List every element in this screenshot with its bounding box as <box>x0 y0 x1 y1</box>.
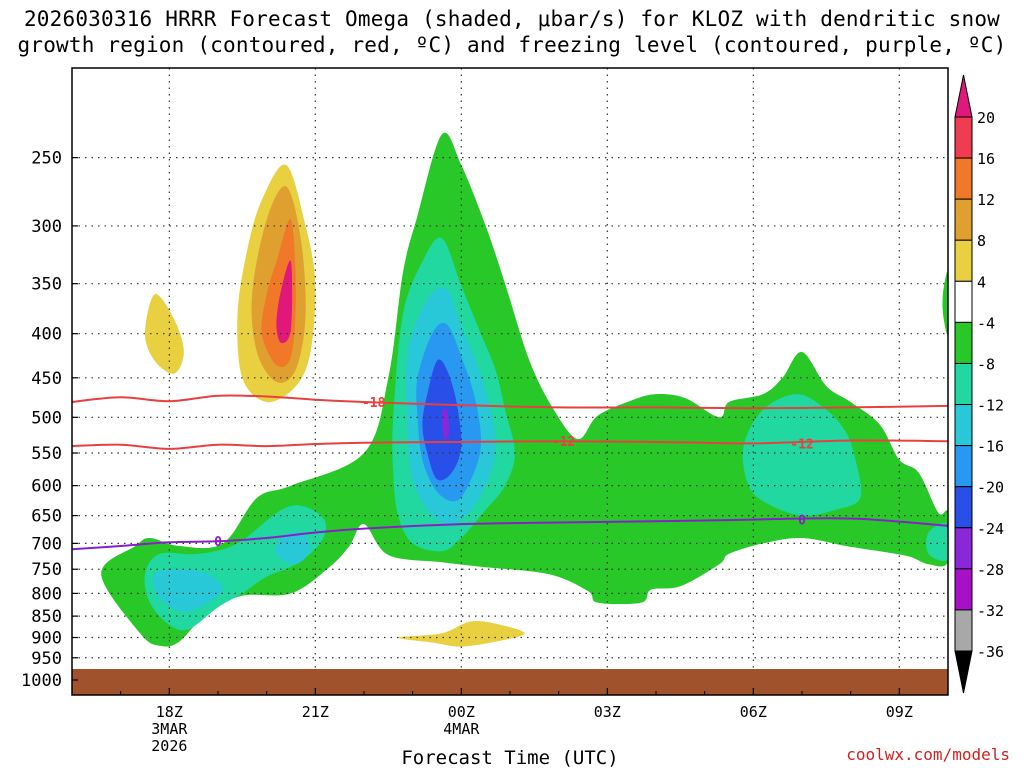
colorbar-label-7: -12 <box>977 397 1004 415</box>
colorbar-band-5 <box>954 321 973 364</box>
y-tick-label-700: 700 <box>31 534 62 554</box>
omega-shade-pos4-5 <box>931 598 948 618</box>
colorbar-label-1: 16 <box>977 150 995 168</box>
source-credit: coolwx.com/models <box>846 745 1010 764</box>
y-tick-label-450: 450 <box>31 369 62 389</box>
contour-label-3: 0 <box>214 535 222 550</box>
y-tick-label-600: 600 <box>31 477 62 497</box>
omega-shade-neg8-15 <box>742 394 862 516</box>
y-tick-label-950: 950 <box>31 649 62 669</box>
colorbar-band-2 <box>954 198 973 241</box>
colorbar-top-arrow <box>954 74 973 118</box>
y-axis: 2503003504004505005506006507007508008509… <box>21 149 78 691</box>
contour-label-2: -12 <box>790 437 813 452</box>
y-tick-label-750: 750 <box>31 560 62 580</box>
colorbar-label-0: 20 <box>977 109 995 127</box>
x-tick-label-30-0: 06Z <box>740 703 767 721</box>
y-tick-label-550: 550 <box>31 444 62 464</box>
x-tick-label-24-1: 4MAR <box>443 720 480 738</box>
colorbar-bottom-arrow <box>954 650 973 694</box>
colorbar-label-3: 8 <box>977 232 986 250</box>
omega-shade-neg12-19 <box>153 569 223 612</box>
omega-shade-pos4-3 <box>907 85 948 370</box>
colorbar-band-10 <box>954 527 973 570</box>
colorbar-label-10: -24 <box>977 520 1004 538</box>
contour-line-minus12 <box>72 439 948 450</box>
y-tick-label-250: 250 <box>31 149 62 169</box>
contour-line-0 <box>72 517 948 551</box>
colorbar-label-9: -20 <box>977 479 1004 497</box>
y-tick-label-900: 900 <box>31 629 62 649</box>
colorbar-band-0 <box>954 116 973 159</box>
contour-label-0: -18 <box>362 396 386 411</box>
omega-shade-neg24-23 <box>441 408 450 441</box>
omega-shade-pos4-1 <box>504 106 701 313</box>
colorbar-label-5: -4 <box>977 314 995 332</box>
contour-label-4: 0 <box>798 514 806 529</box>
omega-shading-layer <box>101 85 948 663</box>
colorbar: 20 16 12 8 4 -4 -8 -12 -16 -20 -24 -28 -32 -36 <box>954 74 1004 694</box>
colorbar-band-3 <box>954 239 973 282</box>
colorbar-band-8 <box>954 445 973 488</box>
y-tick-label-500: 500 <box>31 408 62 428</box>
contour-label-1: -12 <box>552 435 575 450</box>
x-tick-label-27-0: 03Z <box>594 703 621 721</box>
colorbar-band-1 <box>954 157 973 200</box>
y-tick-label-850: 850 <box>31 607 62 627</box>
contour-layer: -18 -12 -12 0 0 <box>72 394 948 551</box>
y-tick-label-350: 350 <box>31 275 62 295</box>
colorbar-band-7 <box>954 404 973 447</box>
omega-shade-neg12-20 <box>275 532 311 565</box>
y-tick-label-1000: 1000 <box>21 671 62 691</box>
colorbar-band-12 <box>954 609 973 652</box>
omega-shade-neg20-22 <box>422 359 462 481</box>
omega-shade-neg4-13 <box>942 271 948 336</box>
omega-shade-pos4-4 <box>859 261 895 310</box>
x-tick-label-18-2: 2026 <box>151 737 187 755</box>
x-axis-label: Forecast Time (UTC) <box>401 747 618 768</box>
x-tick-label-24-0: 00Z <box>448 703 475 721</box>
chart-title: 2026030316 HRRR Forecast Omega (shaded, … <box>0 6 1024 58</box>
colorbar-label-12: -32 <box>977 602 1004 620</box>
colorbar-label-13: -36 <box>977 643 1004 661</box>
chart-title-line-2: growth region (contoured, red, ºC) and f… <box>17 33 1007 57</box>
x-tick-label-21-0: 21Z <box>302 703 329 721</box>
x-tick-label-18-1: 3MAR <box>151 720 188 738</box>
y-tick-label-400: 400 <box>31 325 62 345</box>
x-tick-label-33-0: 09Z <box>886 703 913 721</box>
colorbar-band-6 <box>954 362 973 406</box>
colorbar-label-11: -28 <box>977 561 1004 579</box>
x-tick-label-18-0: 18Z <box>156 703 183 721</box>
colorbar-band-11 <box>954 568 973 611</box>
y-tick-label-800: 800 <box>31 584 62 604</box>
colorbar-band-9 <box>954 486 973 529</box>
omega-shade-neg8-17 <box>926 522 948 562</box>
colorbar-label-6: -8 <box>977 355 995 373</box>
colorbar-label-4: 4 <box>977 273 986 291</box>
colorbar-label-8: -16 <box>977 438 1004 456</box>
below-ground-band <box>72 669 948 695</box>
colorbar-band-4 <box>954 280 973 323</box>
contour-line-minus18 <box>72 394 948 410</box>
colorbar-label-2: 12 <box>977 191 995 209</box>
y-tick-label-650: 650 <box>31 507 62 527</box>
omega-shade-pos20-11 <box>276 260 293 344</box>
chart-title-line-1: 2026030316 HRRR Forecast Omega (shaded, … <box>23 7 1001 31</box>
grid-layer <box>72 68 948 669</box>
y-tick-label-300: 300 <box>31 217 62 237</box>
